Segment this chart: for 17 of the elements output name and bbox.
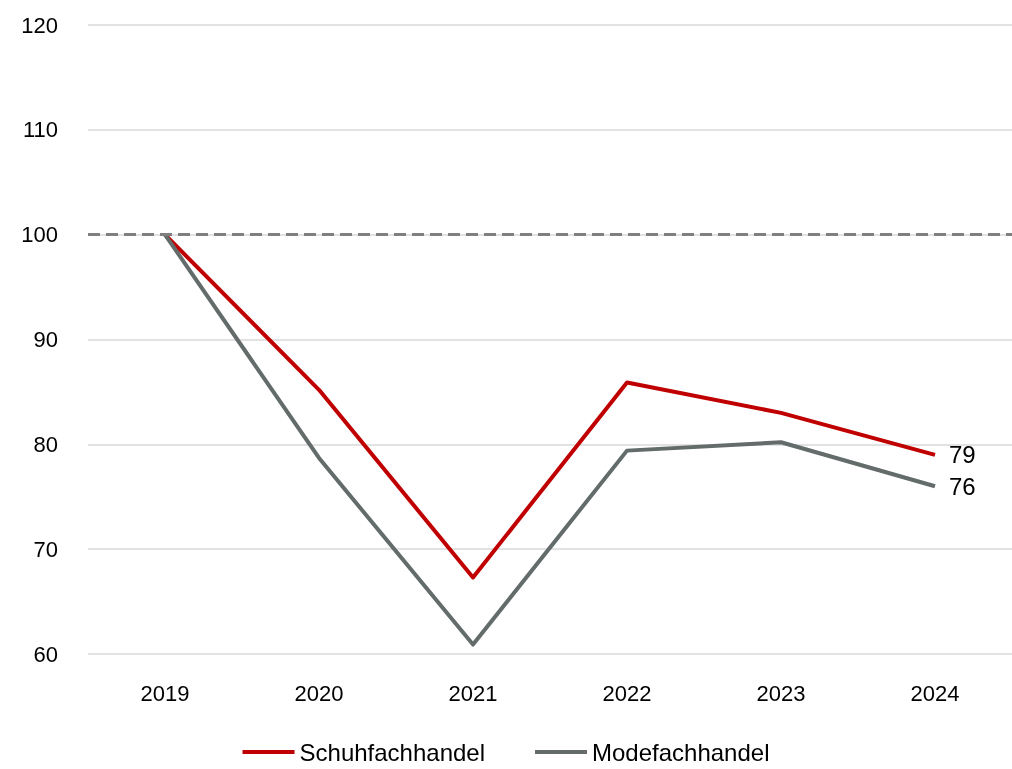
y-tick-label: 60: [33, 641, 58, 667]
x-tick-label: 2022: [602, 680, 652, 706]
x-tick-label: 2023: [756, 680, 806, 706]
x-tick-label: 2021: [448, 680, 498, 706]
legend-label: Modefachhandel: [592, 738, 770, 766]
data-label: 79: [949, 441, 976, 469]
data-label: 76: [949, 472, 976, 500]
y-tick-label: 90: [33, 327, 58, 352]
x-tick-label: 2019: [140, 680, 190, 706]
y-tick-label: 100: [21, 222, 58, 248]
y-tick-label: 70: [33, 536, 58, 562]
x-tick-label: 2020: [294, 680, 344, 706]
y-tick-label: 120: [21, 12, 58, 38]
legend-label: Schuhfachhandel: [299, 738, 486, 766]
y-tick-label: 110: [22, 117, 58, 143]
y-tick-label: 80: [33, 431, 58, 457]
x-tick-label: 2024: [910, 680, 960, 706]
